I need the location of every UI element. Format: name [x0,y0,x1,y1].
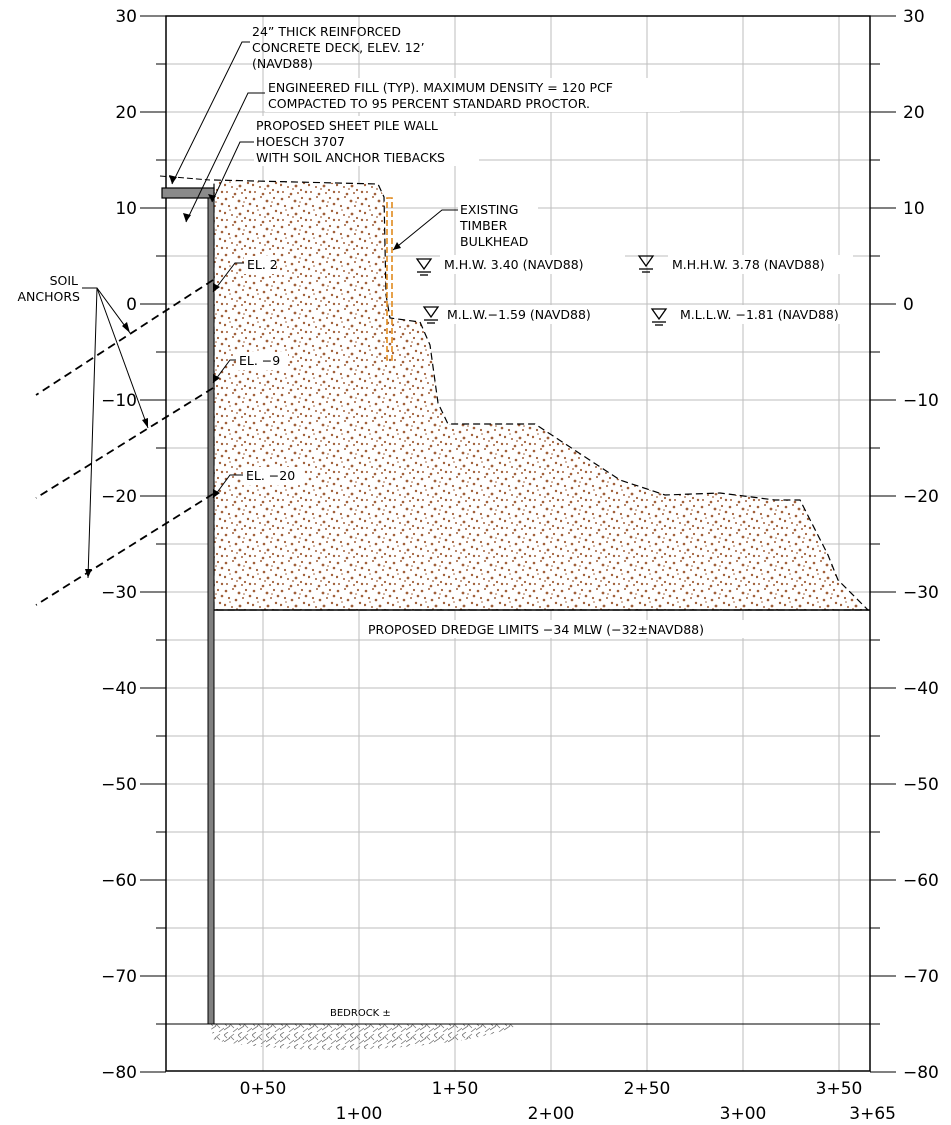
station-label-upper: 1+50 [432,1079,479,1099]
elevation-label-left: −40 [101,679,137,699]
mlw-symbol-icon [422,306,440,324]
station-label-upper: 0+50 [240,1079,287,1099]
station-axis: 0+50 1+50 2+50 3+50 1+00 2+00 3+00 3+65 [240,1079,896,1124]
leader-lines [82,41,458,579]
elevation-label-right: −60 [903,871,939,891]
deck-callout-line-3: (NAVD88) [252,56,313,71]
station-label-lower: 1+00 [336,1104,383,1124]
fill-callout-line-2: COMPACTED TO 95 PERCENT STANDARD PROCTOR… [268,96,590,111]
elevation-label-right: −40 [903,679,939,699]
station-label-lower: 3+00 [720,1104,767,1124]
elevation-label-left: −80 [101,1063,137,1083]
water-level-mllw: M.L.L.W. −1.81 (NAVD88) [680,307,839,322]
bedrock-label: BEDROCK ± [330,1008,391,1019]
elevation-label-right: 0 [903,295,914,315]
dredge-limits-label: PROPOSED DREDGE LIMITS −34 MLW (−32±NAVD… [368,622,704,637]
timber-callout-line-2: TIMBER [459,218,508,233]
elevation-label-left: −70 [101,967,137,987]
station-label-upper: 2+50 [624,1079,671,1099]
water-level-mhw: M.H.W. 3.40 (NAVD88) [444,257,584,272]
elevation-axis-left: 30 20 10 0 −10 −20 −30 −40 −50 −60 −70 −80 [101,7,166,1083]
elevation-label-left: 0 [126,295,137,315]
elevation-label-right: −10 [903,391,939,411]
elevation-label-right: 10 [903,199,925,219]
elevation-label-right: −70 [903,967,939,987]
soil-anchors-label-line-2: ANCHORS [18,289,81,304]
elevation-label-left: 10 [115,199,137,219]
soil-anchor-el-9 [35,387,214,499]
soil-anchors-label-line-1: SOIL [50,273,78,288]
sheet-pile-callout-line-2: HOESCH 3707 [256,134,345,149]
soil-anchor-el-20 [35,493,214,606]
elevation-label-left: −20 [101,487,137,507]
elevation-label-left: 30 [115,7,137,27]
station-label-lower: 3+65 [849,1104,896,1124]
sheet-pile-callout-line-1: PROPOSED SHEET PILE WALL [256,118,438,133]
sheet-pile-wall [207,197,215,1025]
sheet-pile-callout-line-3: WITH SOIL ANCHOR TIEBACKS [256,150,445,165]
elevation-label-right: −20 [903,487,939,507]
anchor-el-9-label: EL. −9 [239,353,280,368]
timber-bulkhead [386,197,393,361]
bedrock-hatch [210,1024,520,1050]
elevation-label-right: −50 [903,775,939,795]
deck-callout-line-2: CONCRETE DECK, ELEV. 12’ [252,40,425,55]
timber-callout-line-3: BULKHEAD [460,234,528,249]
mhhw-symbol-icon [637,255,655,273]
elevation-label-left: −60 [101,871,137,891]
station-label-upper: 3+50 [816,1079,863,1099]
engineered-fill-area [213,179,870,611]
elevation-label-right: 30 [903,7,925,27]
fill-callout-line-1: ENGINEERED FILL (TYP). MAXIMUM DENSITY =… [268,80,613,95]
leader-arrowheads [85,175,401,578]
elevation-axis-right: 30 20 10 0 −10 −20 −30 −40 −50 −60 −70 −80 [870,7,939,1083]
anchor-el-2-label: EL. 2 [247,257,278,272]
concrete-deck [161,187,215,199]
mllw-symbol-icon [650,308,668,326]
water-level-mlw: M.L.W.−1.59 (NAVD88) [447,307,591,322]
elevation-label-left: 20 [115,103,137,123]
deck-callout-line-1: 24” THICK REINFORCED [252,24,401,39]
mhw-symbol-icon [415,258,433,276]
elevation-label-left: −10 [101,391,137,411]
elevation-label-right: −30 [903,583,939,603]
elevation-label-left: −50 [101,775,137,795]
elevation-label-right: 20 [903,103,925,123]
station-label-lower: 2+00 [528,1104,575,1124]
elevation-label-right: −80 [903,1063,939,1083]
timber-callout-line-1: EXISTING [460,202,518,217]
water-level-mhhw: M.H.H.W. 3.78 (NAVD88) [672,257,825,272]
elevation-label-left: −30 [101,583,137,603]
soil-anchor-el-2 [35,279,214,396]
anchor-el-20-label: EL. −20 [246,468,295,483]
water-level-symbols [415,255,668,326]
